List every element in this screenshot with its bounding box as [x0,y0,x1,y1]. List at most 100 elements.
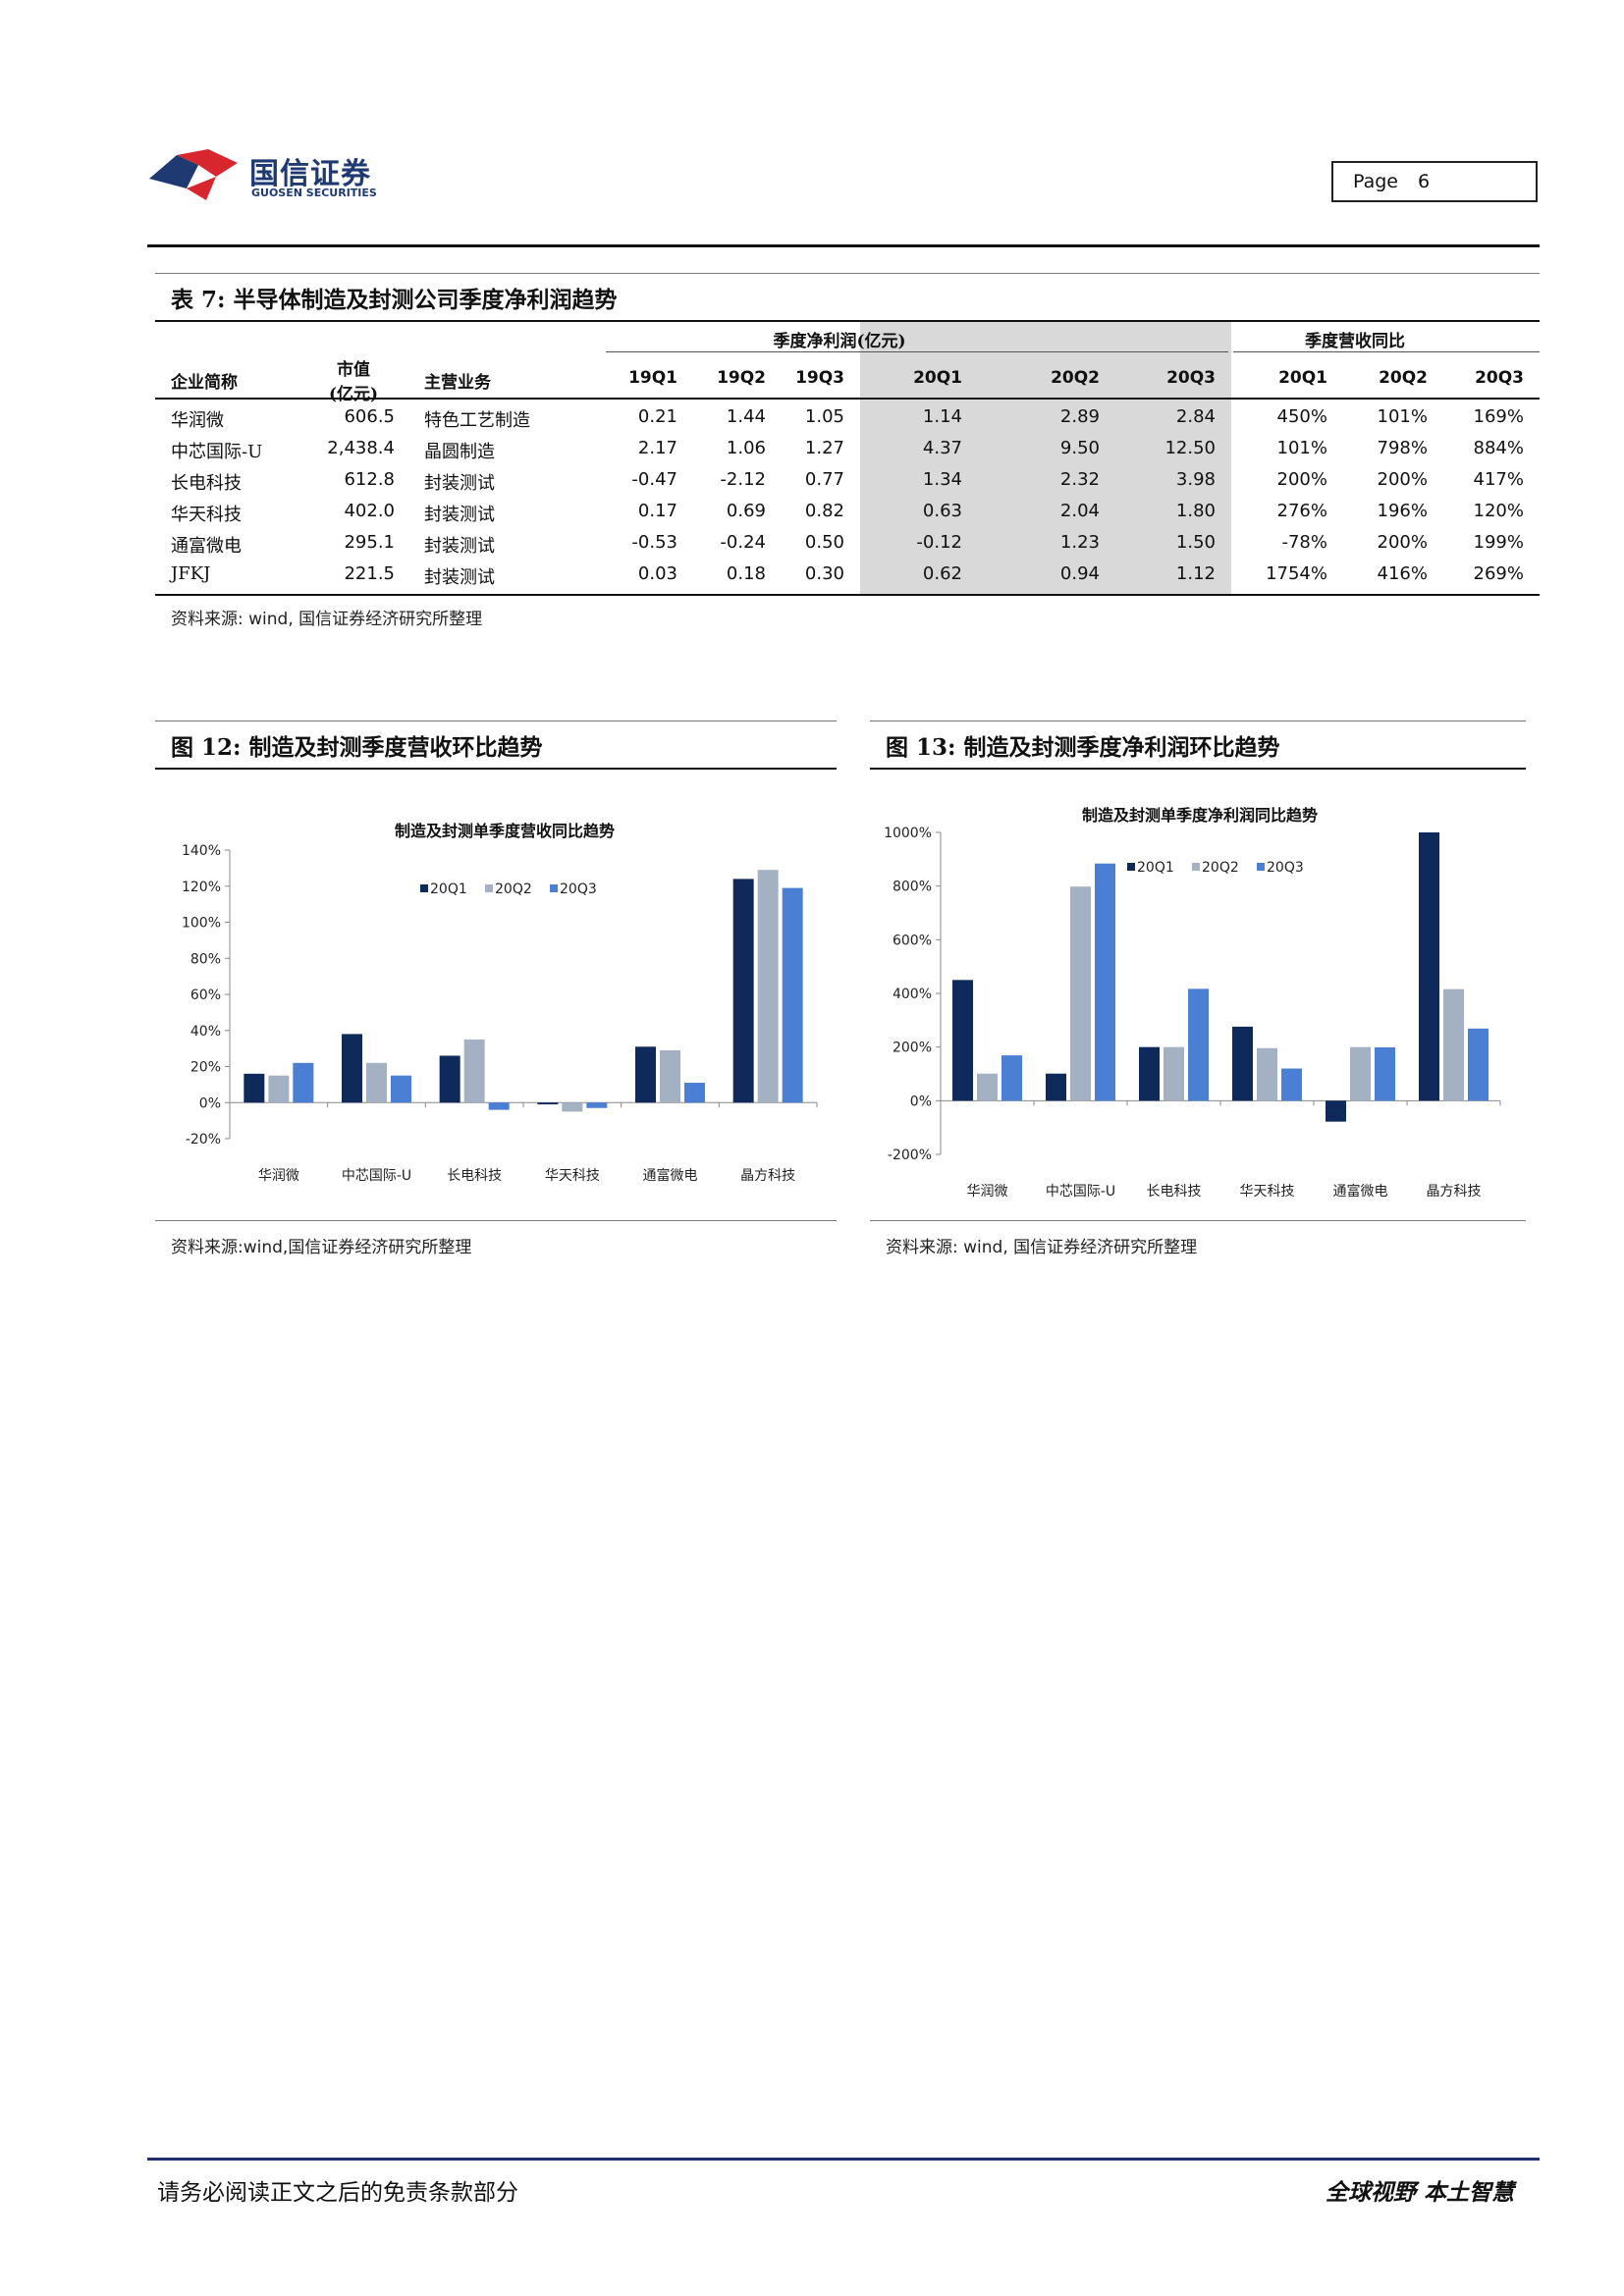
table-cell: -0.53 [631,532,677,553]
table-cell: 特色工艺制造 [424,410,530,431]
table-cell: 0.30 [804,563,844,584]
logo-text-cn: 国信证券 [249,157,371,191]
chart-category-label: 华天科技 [1240,1184,1295,1200]
figure12-bottom-rule [155,1220,837,1221]
table-header-company: 企业简称 [171,373,238,393]
table-cell: 0.17 [637,501,677,521]
chart-bar [1001,1055,1022,1101]
table-cell: 封装测试 [424,473,495,494]
table-header-mcap-line1: 市值 [337,360,370,380]
chart-bar [732,879,754,1103]
figure13-source: 资料来源: wind, 国信证券经济研究所整理 [886,1238,1198,1257]
table-cell: 4.37 [922,438,962,458]
table-cell: 101% [1377,406,1428,427]
table-cell: 1.34 [922,469,962,490]
chart-bar [463,1039,485,1103]
chart-bar [488,1102,510,1110]
table-cell: 华天科技 [171,505,242,525]
table-header-19q3: 19Q3 [795,368,844,388]
table-cell: 1.80 [1175,501,1216,521]
table-cell: 402.0 [344,501,395,521]
chart-y-tick-label: 800% [893,880,932,895]
chart-y-tick-label: 140% [182,843,221,859]
table-header-yoy-20q1: 20Q1 [1278,368,1327,388]
table-cell: 417% [1473,469,1524,490]
table-cell: 3.98 [1175,469,1216,490]
chart-y-tick-label: -200% [888,1148,932,1163]
chart-y-tick-label: 40% [190,1024,221,1040]
table-cell: 199% [1473,532,1524,553]
chart-legend-swatch [1127,863,1135,871]
table-cell: 2.32 [1059,469,1100,490]
table-header-mcap: 市值 (亿元) [324,355,383,404]
table-cell: 0.94 [1059,563,1100,584]
footer-slogan: 全球视野 本土智慧 [1326,2179,1515,2206]
chart-bar [1281,1068,1302,1101]
chart-bar [391,1075,411,1103]
table-cell: 0.03 [637,563,677,584]
chart-title: 制造及封测单季度净利润同比趋势 [1082,806,1318,825]
chart-y-tick-label: 100% [182,916,221,932]
chart-category-label: 晶方科技 [1427,1184,1482,1200]
table-header-business: 主营业务 [424,373,491,393]
table-title-top-rule [155,273,1540,274]
table-header-19q2: 19Q2 [717,368,766,388]
chart-title: 制造及封测单季度营收同比趋势 [395,822,615,840]
page-indicator: Page 6 [1331,161,1538,202]
table-header-19q1: 19Q1 [628,368,677,388]
table-cell: -78% [1281,532,1327,553]
table-cell: 101% [1276,438,1327,458]
table-cell: 封装测试 [424,536,495,557]
chart-bar [684,1083,705,1103]
table-cell: 1.27 [804,438,844,458]
chart-bar [1139,1046,1160,1101]
chart-legend-label: 20Q1 [1137,860,1174,876]
table-cell: 0.21 [637,406,677,427]
chart-bar [660,1049,680,1103]
table-header-rule [155,398,1540,400]
chart-bar [366,1062,387,1103]
table-cell: 华润微 [171,410,224,431]
group-underline [1233,351,1540,352]
chart-category-label: 晶方科技 [740,1168,795,1184]
table-cell: 221.5 [344,563,395,584]
table-title: 表 7: 半导体制造及封测公司季度净利润趋势 [171,287,618,313]
table-cell: 884% [1473,438,1524,458]
chart-bar [977,1073,998,1101]
table-header-20q2: 20Q2 [1051,368,1100,388]
table-cell: 封装测试 [424,567,495,588]
table-cell: 606.5 [344,406,395,427]
chart-category-label: 华润微 [967,1184,1008,1200]
table-header-yoy-20q3: 20Q3 [1475,368,1524,388]
chart-bar [1046,1073,1066,1101]
table-cell: -2.12 [720,469,766,490]
chart-legend-swatch [420,884,428,892]
table-cell: 晶圆制造 [424,442,495,462]
chart-y-tick-label: 0% [199,1095,221,1111]
chart-bar [439,1055,460,1103]
chart-legend-swatch [1257,863,1265,871]
page-label: Page [1353,171,1398,192]
table-cell: 276% [1276,501,1327,521]
chart-category-label: 中芯国际-U [1046,1184,1115,1200]
chart-bar [635,1046,656,1103]
chart-bar [1468,1028,1489,1101]
chart-bar [1350,1046,1371,1101]
chart-y-tick-label: 1000% [884,826,932,841]
table-cell: 1.14 [922,406,962,427]
chart-y-tick-label: -20% [186,1132,221,1148]
chart-bar [757,870,779,1103]
chart-category-label: 中芯国际-U [342,1168,411,1184]
chart-y-tick-label: 400% [893,987,932,1002]
table-cell: 2.84 [1175,406,1216,427]
table-cell: 2,438.4 [327,438,395,458]
figure13-title: 图 13: 制造及封测季度净利润环比趋势 [886,734,1280,761]
table-header-20q3: 20Q3 [1166,368,1216,388]
chart-y-tick-label: 200% [893,1041,932,1056]
table-cell: 295.1 [344,532,395,553]
table-cell: 1.12 [1175,563,1216,584]
chart-legend-swatch [1192,863,1200,871]
chart-y-tick-label: 60% [190,988,221,1003]
table-cell: 长电科技 [171,473,242,494]
table-cell: -0.24 [720,532,766,553]
